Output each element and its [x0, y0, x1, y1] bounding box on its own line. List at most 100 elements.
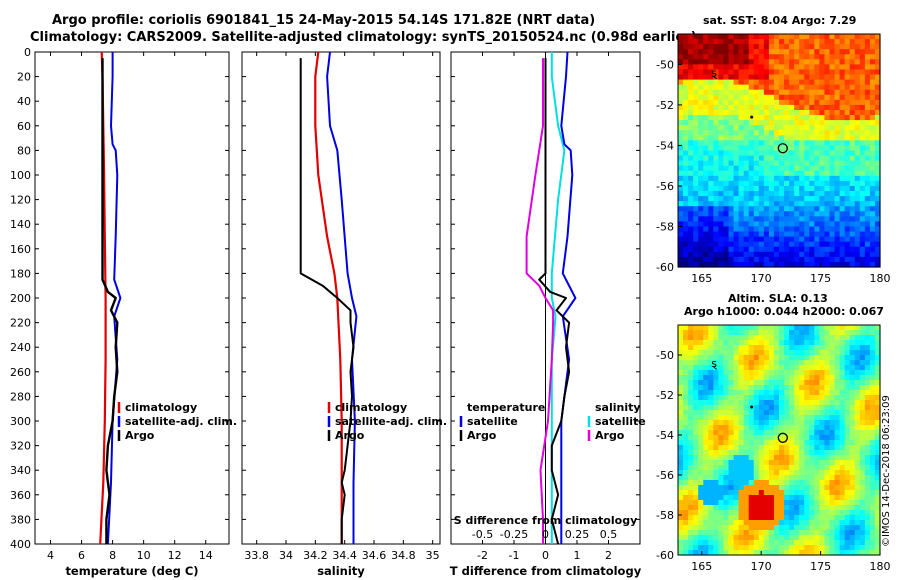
x-tick-label: 4 — [47, 549, 54, 562]
sst-map-cell — [859, 115, 866, 121]
sst-map-cell — [789, 130, 795, 136]
sst-map-cell — [854, 59, 861, 65]
sla-map-cell — [839, 455, 846, 461]
sst-map-cell — [794, 201, 800, 207]
sla-map-cell — [864, 380, 871, 386]
sla-map-cell — [683, 345, 689, 351]
sst-map-cell — [773, 185, 780, 192]
sst-map-cell — [693, 59, 699, 65]
sst-map-cell — [768, 89, 775, 96]
sst-map-cell — [779, 140, 785, 147]
sla-map-cell — [708, 440, 714, 446]
sst-map-cell — [814, 165, 820, 172]
x-axis-label: temperature (deg C) — [65, 564, 198, 578]
sla-map-cell — [728, 430, 735, 436]
sst-map-cell — [824, 39, 831, 45]
sst-map-cell — [854, 185, 861, 192]
sst-map-cell — [758, 109, 765, 116]
sst-map-cell — [874, 216, 881, 223]
sla-map-cell — [794, 505, 800, 511]
sla-map-cell — [784, 485, 790, 491]
sst-map-cell — [758, 196, 765, 202]
sst-map-cell — [804, 201, 810, 207]
sst-map-cell — [733, 211, 740, 217]
sla-map-cell — [829, 465, 836, 471]
sla-map-cell — [748, 415, 755, 421]
sst-map-cell — [859, 39, 866, 45]
sst-map-cell — [849, 145, 856, 152]
sst-map-cell — [738, 261, 745, 268]
sla-map-cell — [683, 465, 689, 471]
sst-map-cell — [708, 175, 714, 182]
sst-map-cell — [839, 175, 846, 182]
sst-map-cell — [789, 211, 795, 217]
sst-map-cell — [794, 104, 800, 111]
x-tick-label: 8 — [109, 549, 116, 562]
sst-map-cell — [864, 180, 871, 187]
sla-map-cell — [748, 350, 755, 356]
sla-lon-tick-label: 180 — [870, 560, 891, 573]
sla-map-cell — [834, 390, 841, 396]
sla-map-cell — [809, 330, 815, 336]
sla-map-cell — [859, 530, 866, 536]
sla-map-cell — [779, 435, 785, 441]
sla-map-cell — [723, 340, 730, 346]
sst-map-cell — [849, 180, 856, 187]
sla-map-cell — [834, 500, 841, 506]
sst-map-cell — [849, 185, 856, 192]
sla-map-cell — [824, 465, 831, 471]
sst-map-cell — [718, 191, 725, 197]
sla-map-cell — [789, 430, 795, 436]
sst-map-cell — [753, 165, 760, 172]
sst-map-cell — [799, 175, 805, 182]
sla-map-cell — [859, 390, 866, 396]
sst-map-cell — [849, 160, 856, 167]
sla-map-cell — [703, 325, 709, 331]
sst-map-cell — [763, 241, 770, 248]
sla-map-cell — [703, 410, 709, 416]
sla-map-cell — [844, 460, 851, 466]
sla-map-cell — [789, 545, 795, 551]
sla-map-cell — [874, 500, 881, 506]
sla-map-cell — [779, 340, 785, 346]
sst-map-cell — [864, 104, 871, 111]
sla-map-cell — [854, 335, 861, 341]
sst-map-cell — [738, 236, 745, 243]
sst-map-cell — [854, 34, 861, 40]
sla-map-cell — [748, 460, 755, 466]
sst-map-cell — [713, 64, 719, 71]
sla-map-cell — [703, 430, 709, 436]
sst-map-cell — [718, 231, 725, 238]
sst-map-cell — [854, 79, 861, 86]
sst-map-cell — [698, 150, 704, 157]
sst-map-cell — [703, 64, 709, 71]
sla-map-cell — [814, 425, 820, 431]
sla-map-cell — [844, 545, 851, 551]
sst-map-cell — [784, 191, 790, 197]
sla-map-cell — [779, 525, 785, 531]
sst-map-cell — [718, 74, 725, 81]
sla-map-cell — [723, 435, 730, 441]
sst-map-cell — [789, 246, 795, 253]
sla-map-cell — [809, 405, 815, 411]
sla-map-cell — [738, 365, 745, 371]
sst-map-cell — [693, 185, 699, 192]
sst-map-cell — [854, 251, 861, 258]
sst-map-cell — [723, 236, 730, 243]
sla-map-cell — [829, 455, 836, 461]
sst-map-cell — [768, 185, 775, 192]
sst-map-cell — [859, 256, 866, 263]
sst-map-cell — [859, 145, 866, 152]
sst-map-cell — [718, 59, 725, 65]
sla-map-cell — [789, 375, 795, 381]
sla-map-cell — [678, 485, 684, 491]
sst-map-cell — [728, 59, 735, 65]
sst-map-cell — [748, 211, 755, 217]
sla-map-cell — [703, 475, 709, 481]
sla-map-cell — [859, 445, 866, 451]
sla-map-cell — [678, 525, 684, 531]
sst-map-cell — [829, 64, 836, 71]
sla-map-cell — [804, 500, 810, 506]
sst-map-cell — [763, 94, 770, 101]
sst-map-cell — [814, 59, 820, 65]
